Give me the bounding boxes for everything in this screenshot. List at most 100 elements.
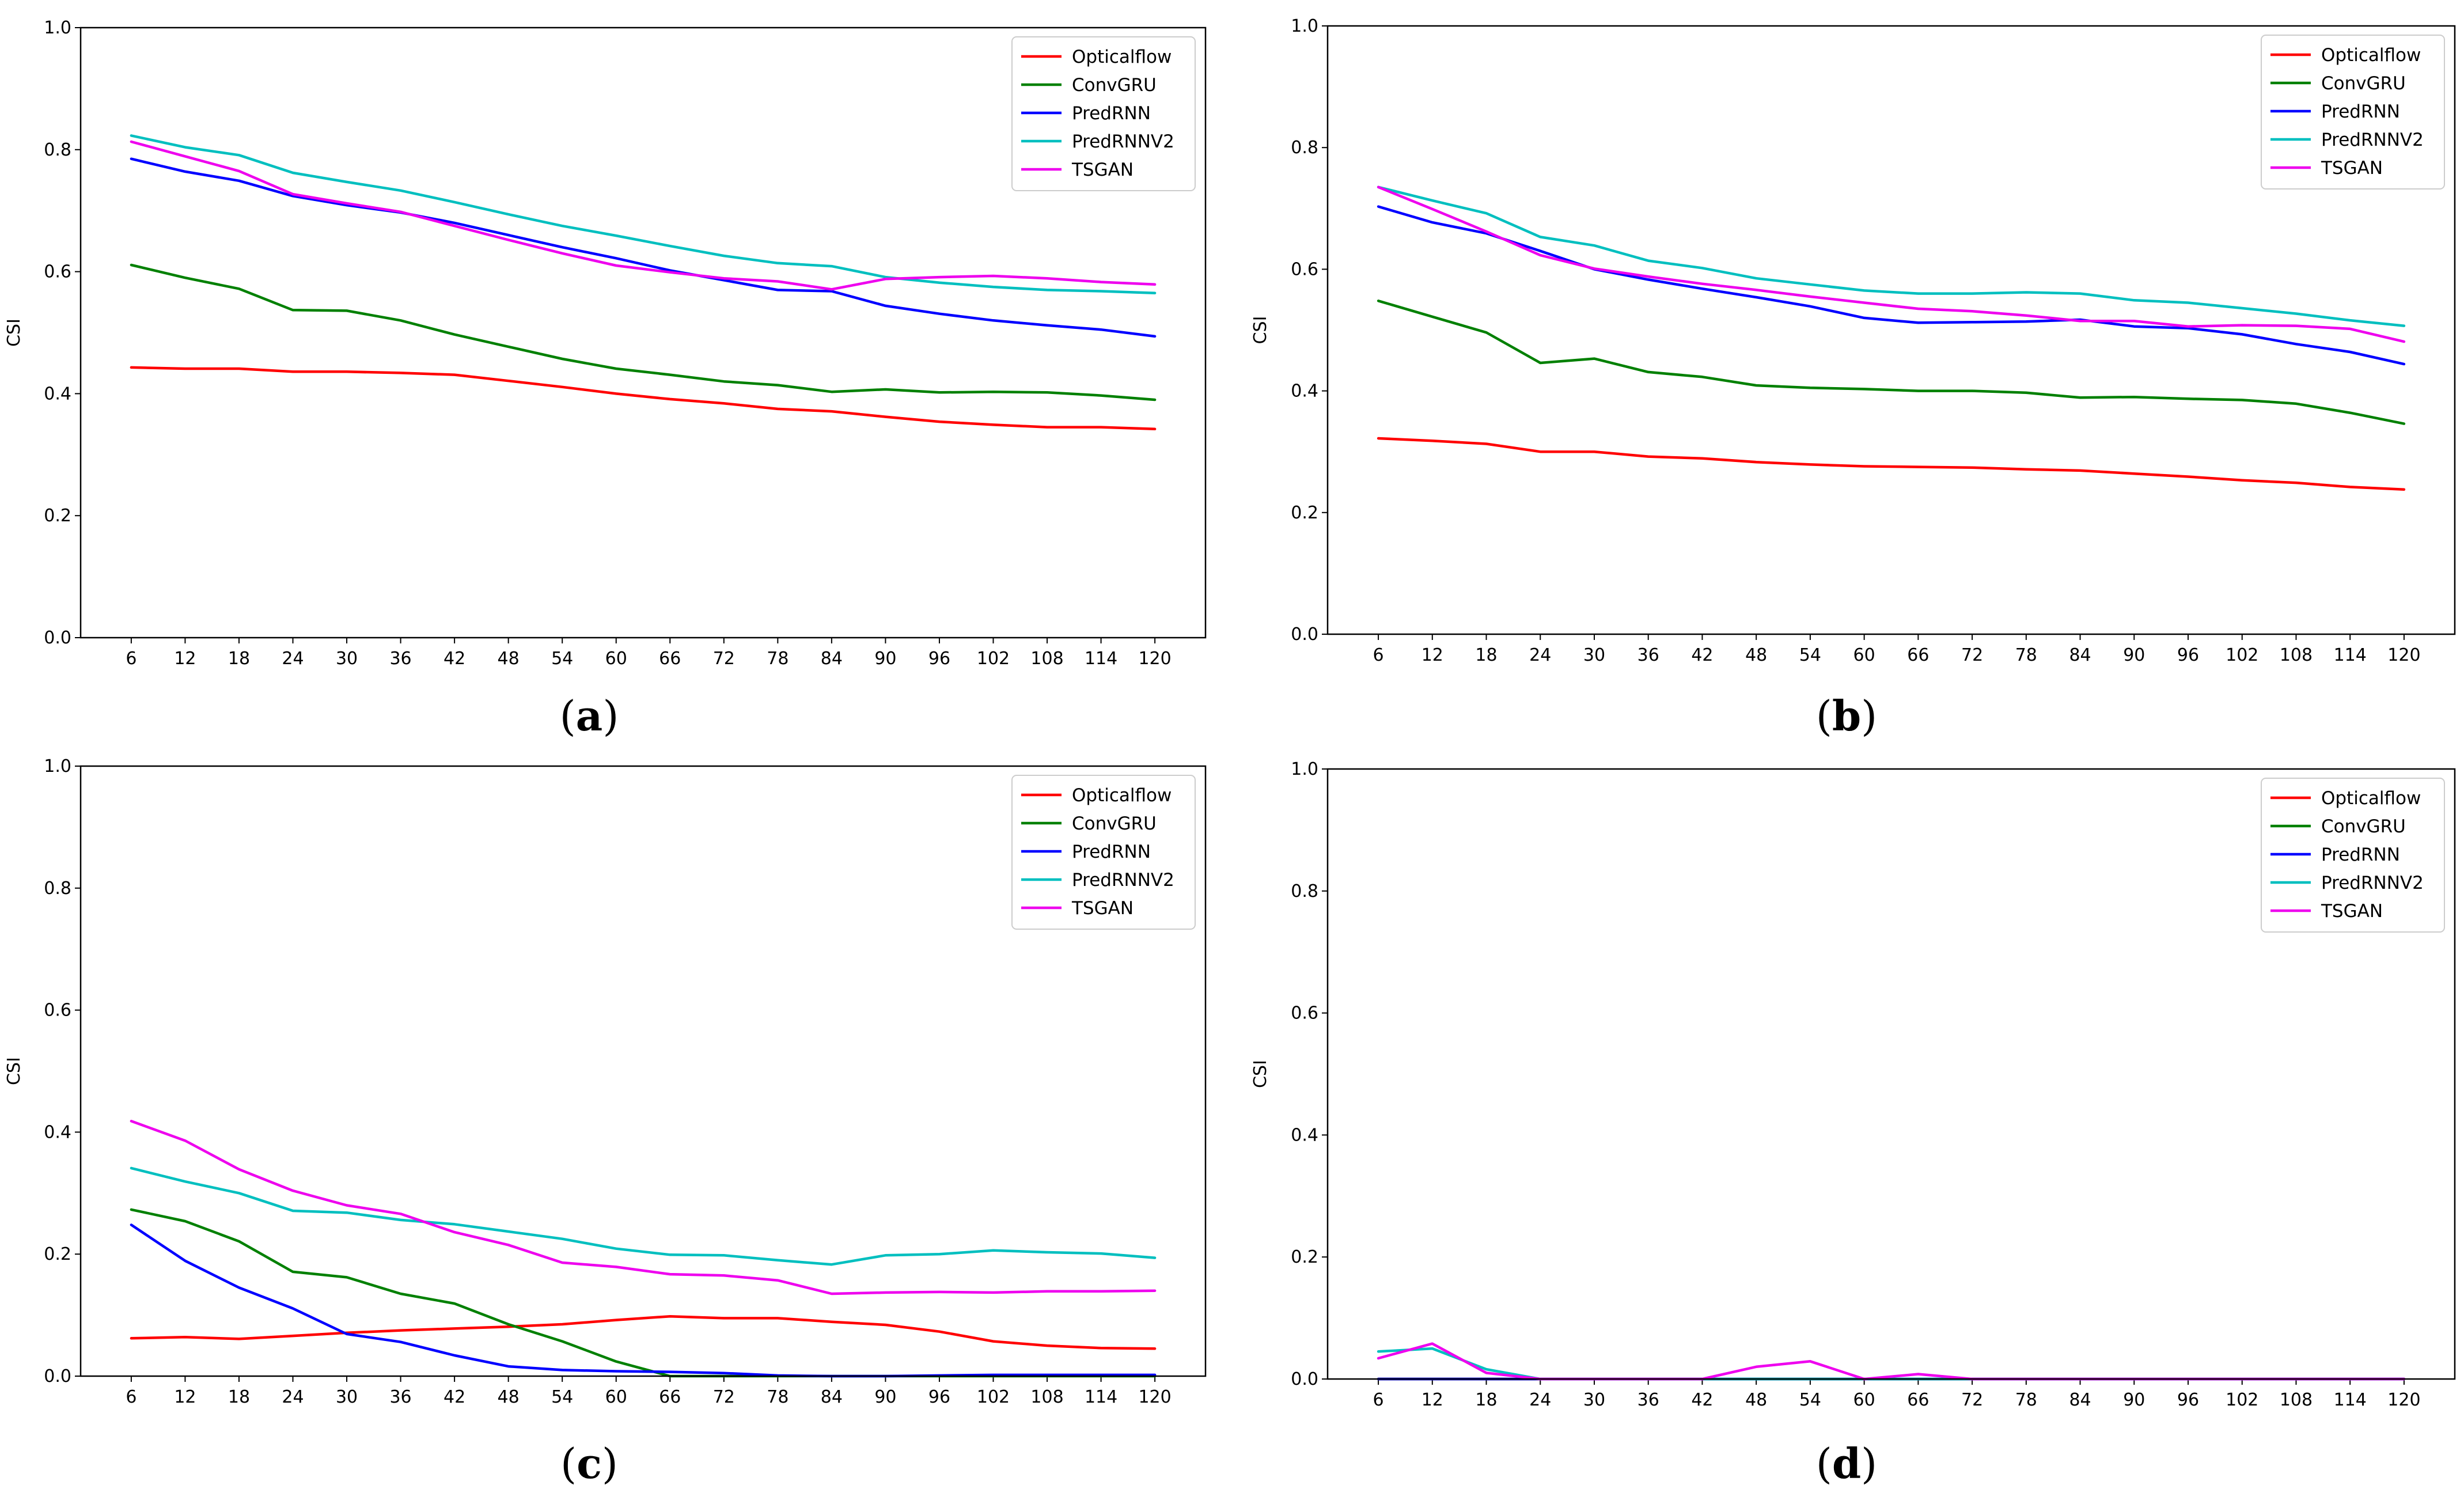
x-tick-label: 102	[977, 649, 1010, 669]
x-tick-label: 54	[1799, 1390, 1821, 1410]
x-tick-label: 24	[282, 1387, 304, 1407]
legend-label: PredRNN	[1072, 842, 1151, 862]
x-tick-label: 12	[174, 1387, 196, 1407]
x-tick-label: 42	[443, 649, 465, 669]
chart-panel-c: 0.0 0.2 0.4 0.6 0.8 1.0 6 12 18 24 30 36 42 48 54 60 66 7…	[4, 756, 1207, 1488]
y-tick-label: 1.0	[1291, 16, 1318, 36]
x-tick-label: 72	[1961, 1390, 1983, 1410]
x-tick-label: 60	[605, 1387, 627, 1407]
panel-letter: c	[577, 1439, 602, 1488]
panel-letter: d	[1832, 1439, 1861, 1488]
x-tick-label: 18	[228, 1387, 250, 1407]
series-line-predrnn	[130, 157, 1157, 338]
x-tick-label: 60	[605, 649, 627, 669]
legend-label: TSGAN	[2321, 901, 2383, 922]
legend: Opticalflow ConvGRU PredRNN PredRNNV2 TSGAN	[2261, 35, 2445, 190]
x-tick-label: 90	[2123, 645, 2145, 665]
x-tick-label: 36	[389, 1387, 411, 1407]
y-tick-label: 0.8	[1291, 138, 1318, 158]
x-tick-label: 78	[767, 649, 789, 669]
legend-label: ConvGRU	[1072, 75, 1157, 96]
series-line-predrnnv2	[130, 1166, 1157, 1266]
series-line-predrnnv2	[1377, 185, 2406, 327]
y-axis-label: CSI	[4, 1057, 24, 1085]
y-tick-label: 0.6	[44, 1001, 71, 1021]
series-line-tsgan	[1377, 185, 2406, 343]
x-tick-label: 42	[1691, 1390, 1713, 1410]
x-tick-label: 24	[1529, 1390, 1551, 1410]
x-tick-label: 54	[551, 1387, 573, 1407]
x-tick-label: 72	[713, 649, 735, 669]
legend-label: PredRNN	[2321, 844, 2400, 865]
y-tick-label: 0.2	[1291, 1247, 1318, 1267]
x-tick-label: 6	[126, 649, 137, 669]
y-tick-label: 0.4	[1291, 381, 1318, 401]
panel-label: (b)	[1816, 691, 1878, 740]
y-tick-label: 0.0	[1291, 624, 1318, 645]
plot-frame	[1326, 25, 2456, 635]
series-line-opticalflow	[130, 366, 1157, 431]
x-tick-label: 96	[928, 1387, 950, 1407]
panel-letter: a	[576, 691, 603, 740]
x-tick-label: 72	[1961, 645, 1983, 665]
x-tick-label: 78	[767, 1387, 789, 1407]
x-tick-label: 108	[1030, 1387, 1063, 1407]
series-line-predrnnv2	[130, 134, 1157, 294]
x-tick-label: 12	[174, 649, 196, 669]
x-tick-label: 54	[551, 649, 573, 669]
x-tick-label: 102	[2226, 1390, 2258, 1410]
legend-label: TSGAN	[1071, 898, 1134, 919]
x-tick-label: 54	[1799, 645, 1821, 665]
x-tick-label: 66	[659, 1387, 681, 1407]
x-tick-label: 30	[1583, 1390, 1605, 1410]
series-line-convgru	[130, 263, 1157, 401]
legend-label: Opticalflow	[1072, 785, 1172, 806]
legend-box	[1011, 775, 1196, 930]
panel-label: (d)	[1816, 1439, 1878, 1488]
legend-label: TSGAN	[2321, 158, 2383, 179]
x-tick-label: 90	[874, 649, 896, 669]
x-tick-label: 84	[2069, 645, 2091, 665]
legend-label: ConvGRU	[2321, 816, 2406, 837]
legend-label: PredRNNV2	[2321, 130, 2424, 150]
x-tick-label: 48	[498, 1387, 520, 1407]
x-tick-label: 6	[1373, 645, 1384, 665]
panel-label: (a)	[560, 691, 619, 740]
legend-label: PredRNNV2	[2321, 873, 2424, 893]
series-line-tsgan	[130, 140, 1157, 291]
y-tick-label: 0.8	[1291, 881, 1318, 901]
x-tick-label: 96	[2177, 1390, 2199, 1410]
series-line-opticalflow	[1377, 437, 2406, 491]
x-tick-label: 30	[336, 649, 358, 669]
series-line-tsgan	[1377, 1342, 2406, 1381]
x-tick-label: 36	[1637, 1390, 1659, 1410]
series-line-predrnn	[1377, 205, 2406, 366]
y-tick-label: 0.0	[1291, 1369, 1318, 1389]
legend-label: Opticalflow	[2321, 45, 2421, 66]
chart-panel-d: 0.0 0.2 0.4 0.6 0.8 1.0 6 12 18 24 30 36 42 48 54 60 66 7…	[1250, 759, 2456, 1488]
legend-label: Opticalflow	[2321, 788, 2421, 809]
legend-label: Opticalflow	[1072, 47, 1172, 67]
legend: Opticalflow ConvGRU PredRNN PredRNNV2 TSGAN	[2261, 778, 2445, 933]
x-tick-label: 42	[1691, 645, 1713, 665]
x-tick-label: 30	[336, 1387, 358, 1407]
x-tick-label: 66	[659, 649, 681, 669]
y-tick-label: 0.2	[44, 506, 71, 526]
y-tick-label: 0.2	[1291, 503, 1318, 523]
x-tick-label: 48	[498, 649, 520, 669]
y-tick-label: 1.0	[44, 18, 71, 38]
series-line-convgru	[1377, 300, 2406, 425]
x-tick-label: 78	[2015, 645, 2037, 665]
x-tick-label: 18	[1475, 1390, 1497, 1410]
legend-box	[1011, 36, 1196, 191]
x-tick-label: 66	[1907, 645, 1929, 665]
x-tick-label: 60	[1853, 1390, 1875, 1410]
plot-frame	[79, 26, 1207, 639]
y-tick-label: 0.4	[44, 1122, 71, 1142]
x-tick-label: 60	[1853, 645, 1875, 665]
y-axis-label: CSI	[4, 319, 24, 347]
x-tick-label: 90	[2123, 1390, 2145, 1410]
x-tick-label: 24	[1529, 645, 1551, 665]
y-axis-label: CSI	[1250, 1060, 1271, 1088]
legend: Opticalflow ConvGRU PredRNN PredRNNV2 TSGAN	[1011, 36, 1196, 191]
